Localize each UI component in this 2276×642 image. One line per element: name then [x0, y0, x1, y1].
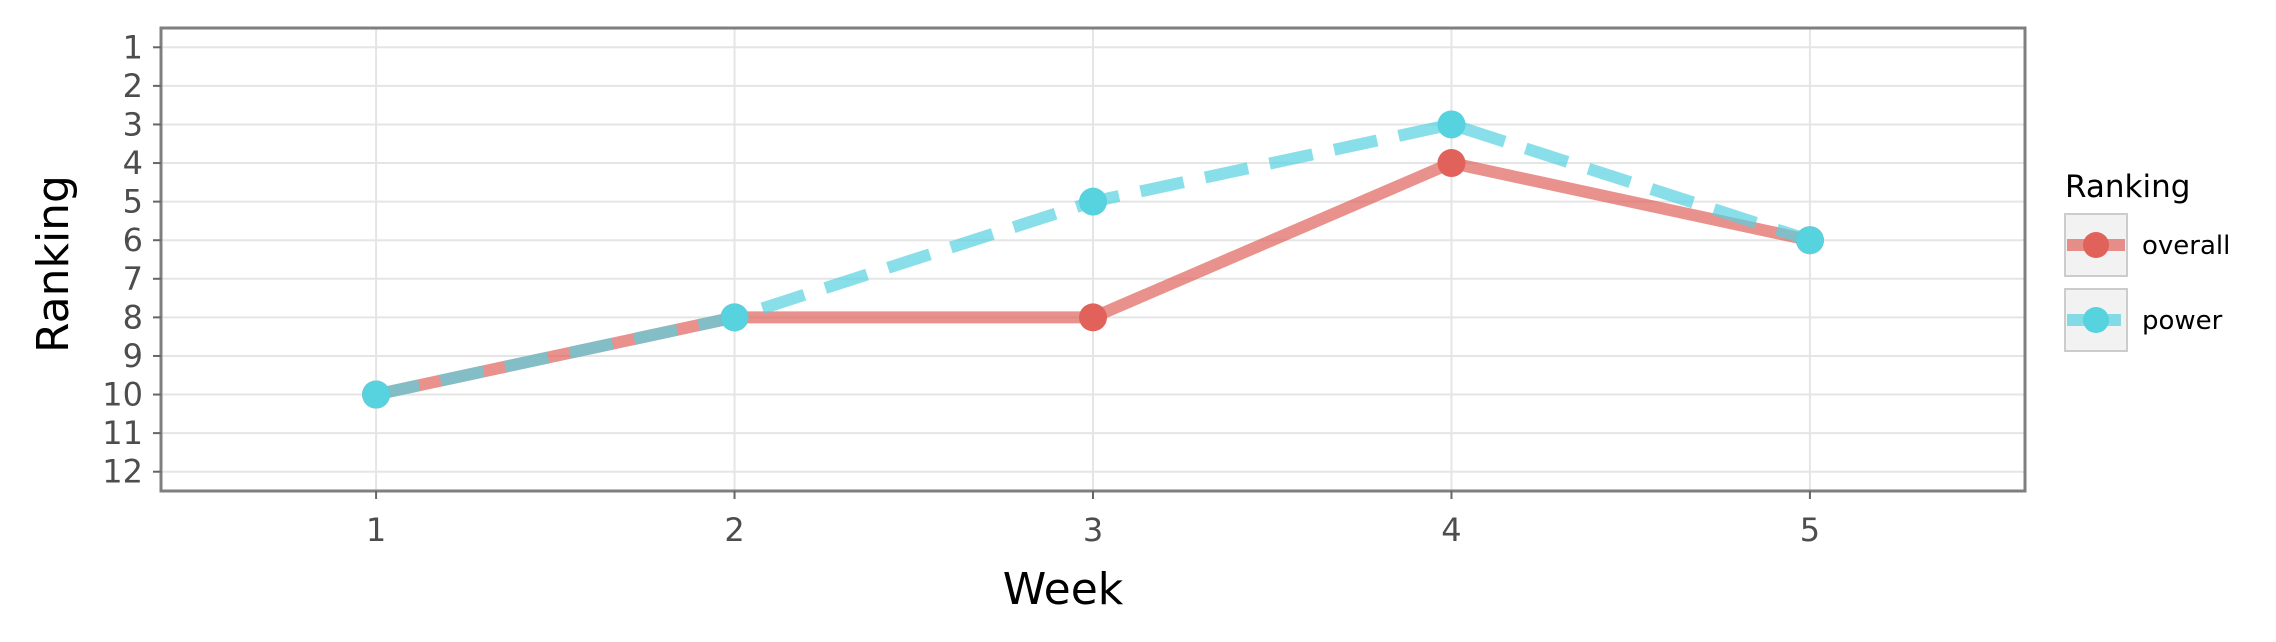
point-power	[720, 303, 749, 332]
y-axis-title: Ranking	[28, 175, 79, 353]
y-tick-label: 11	[102, 414, 143, 452]
point-power	[1795, 226, 1824, 255]
point-power	[362, 380, 391, 409]
legend-key-point-overall	[2083, 232, 2109, 258]
point-overall	[1079, 303, 1107, 332]
y-tick-label: 6	[123, 221, 143, 259]
y-tick-label: 8	[123, 298, 143, 336]
legend-label-overall: overall	[2142, 231, 2230, 261]
point-power	[1079, 187, 1107, 216]
x-tick-label: 2	[724, 511, 744, 549]
y-tick-label: 10	[102, 376, 143, 414]
x-tick-label: 3	[1083, 511, 1103, 549]
point-overall	[1437, 149, 1466, 178]
data-points	[362, 110, 1824, 409]
y-tick-label: 2	[123, 67, 143, 105]
x-tick-label: 1	[366, 511, 386, 549]
legend-key-point-power	[2083, 307, 2109, 333]
x-axis-title: Week	[1003, 564, 1124, 615]
y-tick-label: 1	[123, 28, 143, 66]
grid-lines	[161, 28, 2025, 491]
x-tick-label: 4	[1441, 511, 1461, 549]
legend: Ranking overall power	[2064, 169, 2230, 352]
y-tick-label: 9	[123, 337, 143, 375]
y-tick-label: 5	[123, 183, 143, 221]
x-tick-label: 5	[1800, 511, 1820, 549]
point-power	[1437, 110, 1466, 139]
y-tick-label: 4	[123, 144, 143, 182]
legend-label-power: power	[2142, 306, 2223, 336]
y-tick-label: 7	[123, 260, 143, 298]
y-tick-label: 3	[123, 105, 143, 143]
legend-title: Ranking	[2065, 169, 2190, 205]
y-tick-label: 12	[102, 453, 143, 491]
